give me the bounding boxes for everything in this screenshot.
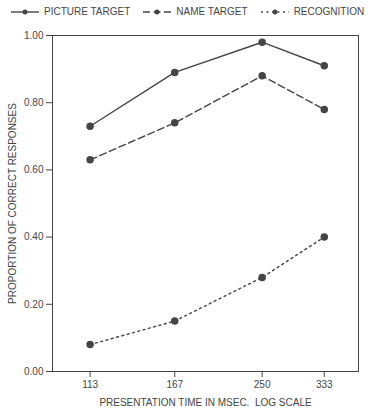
svg-text:250: 250 (254, 379, 271, 390)
svg-text:1.00: 1.00 (24, 30, 44, 41)
svg-text:113: 113 (82, 379, 98, 390)
svg-text:333: 333 (316, 379, 333, 390)
html-text:PICTURE TARGET: PICTURE TARGET (44, 6, 131, 17)
svg-text:0.00: 0.00 (24, 366, 44, 377)
svg-text:0.60: 0.60 (24, 164, 44, 175)
html-text:RECOGNITION: RECOGNITION (293, 6, 365, 17)
html-text:NAME TARGET: NAME TARGET (176, 6, 248, 17)
svg-text:0.40: 0.40 (24, 231, 44, 242)
svg-text:PROPORTION OF CORRECT RESPONSE: PROPORTION OF CORRECT RESPONSES (7, 103, 18, 304)
svg-text:167: 167 (166, 379, 183, 390)
svg-text:0.20: 0.20 (24, 299, 44, 310)
svg-text:PRESENTATION TIME IN MSEC. LO: PRESENTATION TIME IN MSEC. LOG SCALE (99, 397, 312, 408)
svg-text:0.80: 0.80 (24, 97, 44, 108)
